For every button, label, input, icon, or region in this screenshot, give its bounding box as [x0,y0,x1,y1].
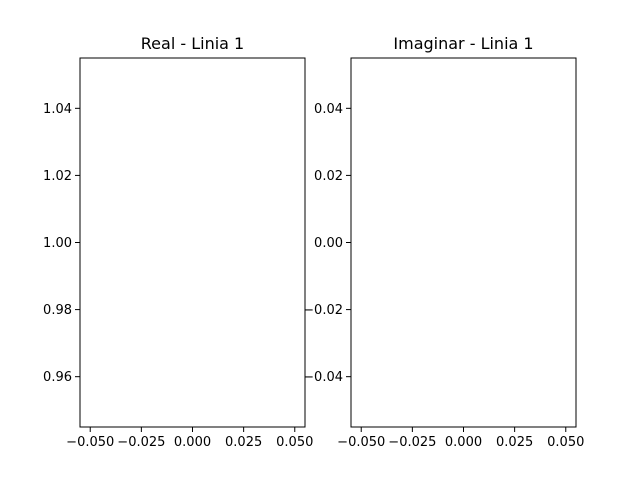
y-tick-label: 0.96 [43,370,72,385]
axes-imaginar: Imaginar - Linia 1 −0.050 −0.025 0.000 0.02… [303,34,584,450]
y-tick-label: 1.00 [43,236,72,251]
y-tick-label: 0.98 [43,303,72,318]
x-tick-label: 0.000 [174,435,211,450]
x-ticks-real: −0.050 −0.025 0.000 0.025 0.050 [66,427,313,450]
x-tick-label: −0.025 [388,435,436,450]
y-tick-label: −0.02 [303,303,343,318]
x-tick-label: −0.050 [66,435,114,450]
y-tick-label: −0.04 [303,370,343,385]
axes-title-imaginar: Imaginar - Linia 1 [393,34,533,53]
x-tick-label: 0.025 [225,435,262,450]
x-ticks-imaginar: −0.050 −0.025 0.000 0.025 0.050 [337,427,584,450]
x-tick-label: −0.050 [337,435,385,450]
plot-frame-imaginar [350,57,577,428]
y-tick-label: 1.04 [43,102,72,117]
x-tick-label: 0.025 [496,435,533,450]
x-tick-label: 0.050 [276,435,313,450]
x-tick-label: 0.050 [547,435,584,450]
x-tick-label: −0.025 [117,435,165,450]
axes-real: Real - Linia 1 −0.050 −0.025 0.000 0.025 0.0… [43,34,313,450]
plot-frame-real [79,57,306,428]
axes-title-real: Real - Linia 1 [141,34,244,53]
y-tick-label: 0.04 [314,102,343,117]
y-tick-label: 1.02 [43,169,72,184]
y-ticks-real: 0.96 0.98 1.00 1.02 1.04 [43,102,80,385]
y-tick-label: 0.02 [314,169,343,184]
x-tick-label: 0.000 [445,435,482,450]
y-ticks-imaginar: −0.04 −0.02 0.00 0.02 0.04 [303,102,351,385]
y-tick-label: 0.00 [314,236,343,251]
